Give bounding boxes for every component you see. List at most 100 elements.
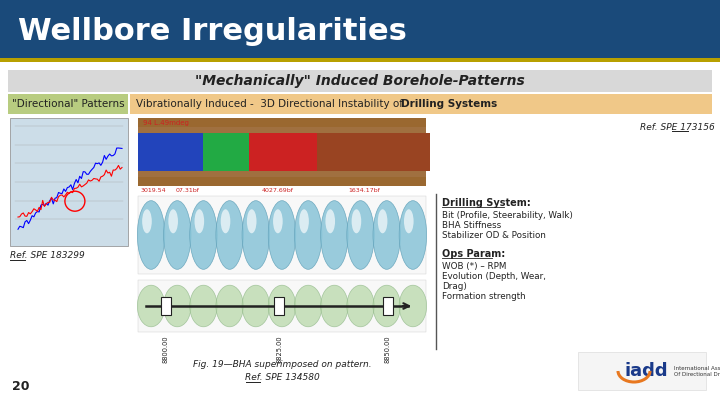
Bar <box>148 133 152 171</box>
Bar <box>361 133 364 171</box>
Bar <box>192 133 195 171</box>
Bar <box>138 196 426 274</box>
Text: Evolution (Depth, Wear,: Evolution (Depth, Wear, <box>442 272 546 281</box>
Bar <box>343 133 348 171</box>
Ellipse shape <box>404 209 413 233</box>
Bar <box>186 133 190 171</box>
Bar <box>199 133 202 171</box>
Ellipse shape <box>347 201 374 269</box>
Bar <box>414 133 418 171</box>
Text: Fig. 19—BHA superimposed on pattern.: Fig. 19—BHA superimposed on pattern. <box>193 360 372 369</box>
Bar <box>174 133 179 171</box>
Ellipse shape <box>247 209 256 233</box>
Ellipse shape <box>242 201 269 269</box>
Bar <box>332 133 336 171</box>
Text: Drilling System:: Drilling System: <box>442 198 531 208</box>
Text: "Mechanically" Induced Borehole-Patterns: "Mechanically" Induced Borehole-Patterns <box>195 74 525 88</box>
Bar <box>222 133 227 171</box>
Text: Ref. SPE 134580: Ref. SPE 134580 <box>245 373 320 382</box>
Bar <box>302 133 307 171</box>
Bar <box>138 280 426 332</box>
Bar <box>138 118 426 127</box>
Bar <box>230 133 234 171</box>
Text: Bit (Profile, Steerability, Walk): Bit (Profile, Steerability, Walk) <box>442 211 573 220</box>
Bar <box>203 133 207 171</box>
Bar <box>256 133 261 171</box>
Bar <box>242 133 246 171</box>
Bar <box>317 133 321 171</box>
Text: Stabilizer OD & Position: Stabilizer OD & Position <box>442 231 546 240</box>
Text: 94 L.49mdeg: 94 L.49mdeg <box>143 120 189 126</box>
Bar <box>252 133 256 171</box>
Bar <box>237 133 241 171</box>
Bar <box>404 133 408 171</box>
Bar <box>327 133 330 171</box>
Ellipse shape <box>294 285 322 327</box>
Text: Formation strength: Formation strength <box>442 292 526 301</box>
Ellipse shape <box>347 285 374 327</box>
Ellipse shape <box>168 209 178 233</box>
Ellipse shape <box>399 285 427 327</box>
Bar <box>385 133 389 171</box>
Text: 20: 20 <box>12 380 30 393</box>
Ellipse shape <box>399 201 427 269</box>
Bar <box>387 133 391 171</box>
Bar <box>201 133 204 171</box>
Bar <box>167 133 171 171</box>
Text: 1634.17bf: 1634.17bf <box>348 188 380 193</box>
Bar <box>329 133 333 171</box>
Bar <box>10 118 128 246</box>
Bar <box>225 133 229 171</box>
Ellipse shape <box>163 201 191 269</box>
Ellipse shape <box>325 209 335 233</box>
Bar <box>189 133 193 171</box>
Bar <box>176 133 181 171</box>
Ellipse shape <box>142 209 152 233</box>
Bar <box>155 133 159 171</box>
Bar <box>400 133 403 171</box>
Bar <box>218 133 222 171</box>
Ellipse shape <box>221 209 230 233</box>
Bar <box>382 133 387 171</box>
Bar <box>416 133 420 171</box>
Bar <box>196 133 200 171</box>
Bar <box>211 133 215 171</box>
Bar <box>392 133 396 171</box>
Ellipse shape <box>373 201 400 269</box>
Bar <box>324 133 328 171</box>
Bar <box>245 133 248 171</box>
Bar <box>266 133 270 171</box>
Bar <box>0 0 720 62</box>
Bar <box>0 62 720 405</box>
Bar <box>145 133 149 171</box>
Bar <box>138 133 142 171</box>
Bar <box>377 133 382 171</box>
Bar <box>310 133 314 171</box>
Bar <box>290 133 294 171</box>
Bar <box>336 133 341 171</box>
Bar <box>162 133 166 171</box>
Bar <box>153 133 156 171</box>
Bar <box>288 133 292 171</box>
Bar <box>320 133 323 171</box>
Bar <box>143 133 147 171</box>
Text: Drag): Drag) <box>442 282 467 291</box>
Text: Vibrationally Induced -  3D Directional Instability of: Vibrationally Induced - 3D Directional I… <box>136 99 406 109</box>
Ellipse shape <box>138 201 165 269</box>
Bar <box>0 58 720 62</box>
Ellipse shape <box>138 285 165 327</box>
Bar <box>160 133 163 171</box>
Bar <box>274 133 277 171</box>
Bar <box>363 133 367 171</box>
Bar <box>249 133 253 171</box>
Bar <box>150 133 154 171</box>
Bar <box>368 133 372 171</box>
Bar <box>419 133 423 171</box>
Text: Ref. SPE 173156: Ref. SPE 173156 <box>640 123 715 132</box>
Ellipse shape <box>378 209 387 233</box>
Ellipse shape <box>320 285 348 327</box>
Text: 07.31bf: 07.31bf <box>176 188 199 193</box>
Bar <box>339 133 343 171</box>
Bar <box>261 133 266 171</box>
Ellipse shape <box>269 201 296 269</box>
